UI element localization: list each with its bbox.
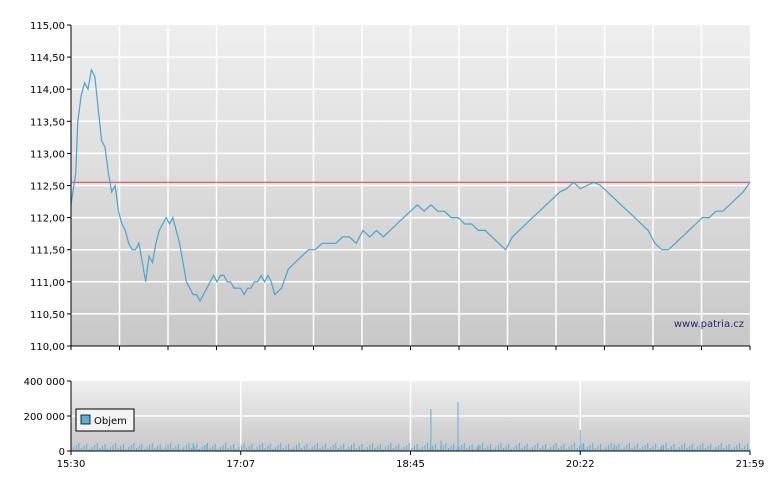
price-y-tick-label: 112,50 bbox=[30, 182, 65, 193]
volume-y-tick-label: 400 000 bbox=[24, 377, 65, 388]
price-y-tick-label: 110,00 bbox=[30, 342, 65, 353]
price-y-tick-label: 113,50 bbox=[30, 117, 65, 128]
watermark: www.patria.cz bbox=[674, 319, 744, 330]
price-y-tick-label: 112,00 bbox=[30, 214, 65, 225]
price-series-line bbox=[70, 68, 751, 303]
price-y-tick-label: 115,00 bbox=[30, 21, 65, 32]
volume-y-tick-label: 0 bbox=[59, 447, 65, 458]
x-tick-label: 20:22 bbox=[566, 459, 595, 470]
x-tick-label: 17:07 bbox=[226, 459, 255, 470]
x-tick-label: 15:30 bbox=[57, 459, 86, 470]
x-tick-label: 18:45 bbox=[396, 459, 425, 470]
price-y-tick-label: 111,50 bbox=[30, 246, 65, 257]
legend-label: Objem bbox=[94, 416, 127, 427]
volume-y-tick-label: 200 000 bbox=[24, 412, 65, 423]
price-y-tick-label: 114,00 bbox=[30, 85, 65, 96]
price-y-tick-label: 111,00 bbox=[30, 278, 65, 289]
legend-swatch bbox=[80, 414, 91, 425]
price-y-tick-label: 110,50 bbox=[30, 310, 65, 321]
price-y-tick-label: 114,50 bbox=[30, 53, 65, 64]
x-tick-label: 21:59 bbox=[736, 459, 765, 470]
volume-legend: Objem bbox=[75, 408, 135, 432]
price-panel: 110,00 110,50 111,00 111,50 112,00 112,50 113,… bbox=[30, 21, 751, 353]
volume-panel: 0 200 000 400 000 15:30 17:07 18:45 20:22 21:59… bbox=[24, 377, 765, 470]
price-y-tick-label: 113,00 bbox=[30, 149, 65, 160]
legend-box bbox=[75, 408, 135, 432]
